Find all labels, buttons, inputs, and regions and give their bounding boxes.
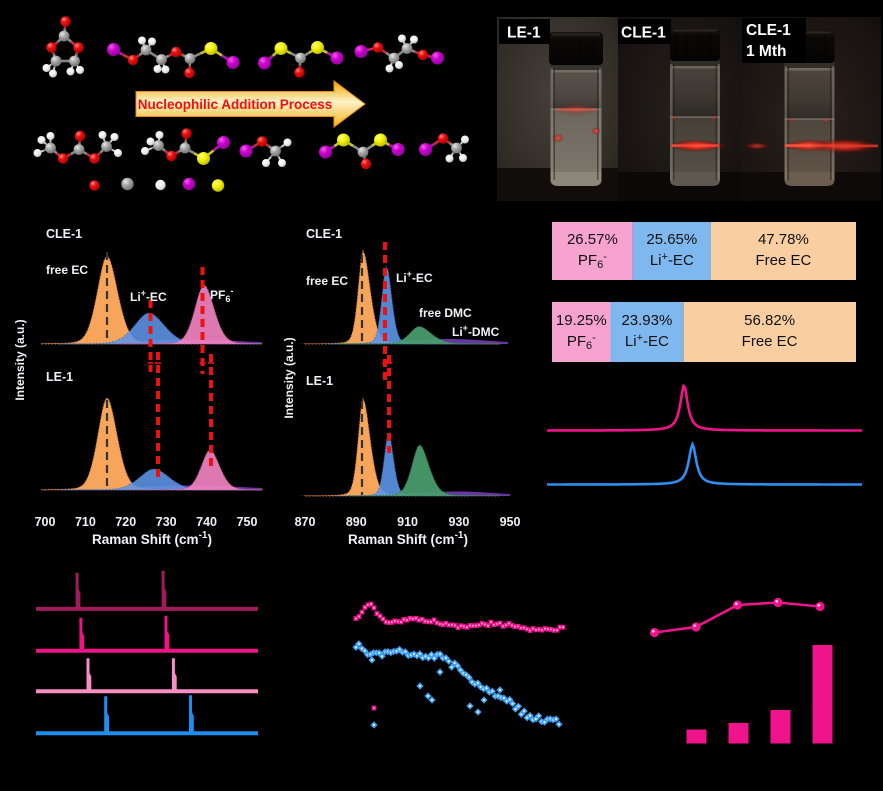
svg-text:870: 870 [295,515,316,529]
svg-text:CLE-1: CLE-1 [306,227,342,241]
svg-text:free DMC: free DMC [419,306,472,320]
svg-text:Li+-EC: Li+-EC [130,288,167,304]
svg-text:PF6-: PF6- [210,286,233,304]
svg-text:CLE-1: CLE-1 [746,22,791,39]
svg-text:Li+-EC: Li+-EC [650,251,694,269]
svg-text:LE-1: LE-1 [507,25,541,42]
svg-text:23.93%: 23.93% [621,312,672,329]
svg-text:730: 730 [156,515,177,529]
svg-text:Intensity (a.u.): Intensity (a.u.) [13,319,27,400]
svg-text:PF6-: PF6- [578,251,607,271]
svg-text:19.25%: 19.25% [556,312,607,329]
svg-text:1 Mth: 1 Mth [746,43,786,60]
svg-text:Li+-EC: Li+-EC [396,269,433,285]
svg-text:Free EC: Free EC [755,252,811,269]
svg-text:Intensity (a.u.): Intensity (a.u.) [282,337,296,418]
svg-text:710: 710 [75,515,96,529]
svg-text:56.82%: 56.82% [744,312,795,329]
svg-text:CLE-1: CLE-1 [46,227,82,241]
svg-text:LE-1: LE-1 [306,374,333,388]
svg-text:Raman Shift (cm-1): Raman Shift (cm-1) [92,530,212,547]
svg-text:910: 910 [397,515,418,529]
svg-text:930: 930 [448,515,469,529]
svg-text:LE-1: LE-1 [46,370,73,384]
svg-text:720: 720 [115,515,136,529]
svg-text:PF6-: PF6- [567,332,596,352]
svg-text:47.78%: 47.78% [758,231,809,248]
svg-text:free EC: free EC [46,263,88,277]
svg-text:CLE-1: CLE-1 [621,25,666,42]
svg-text:700: 700 [35,515,56,529]
svg-text:Nucleophilic Addition Process: Nucleophilic Addition Process [138,97,333,112]
svg-text:Raman Shift (cm-1): Raman Shift (cm-1) [348,530,468,547]
svg-text:25.65%: 25.65% [646,231,697,248]
svg-text:Li+-EC: Li+-EC [625,332,669,350]
svg-text:890: 890 [346,515,367,529]
svg-text:950: 950 [500,515,521,529]
svg-text:free EC: free EC [306,274,348,288]
svg-text:Free EC: Free EC [742,333,798,350]
svg-text:750: 750 [237,515,258,529]
svg-text:Li+-DMC: Li+-DMC [452,323,500,339]
svg-text:740: 740 [196,515,217,529]
svg-text:26.57%: 26.57% [567,231,618,248]
